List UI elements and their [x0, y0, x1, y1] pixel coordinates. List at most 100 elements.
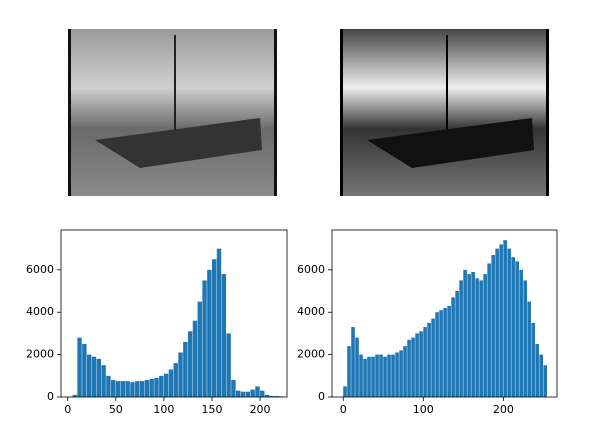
bar — [439, 310, 443, 397]
bar — [531, 322, 535, 397]
bar — [535, 344, 539, 397]
bar — [343, 386, 347, 397]
bar — [245, 391, 251, 397]
bar — [483, 274, 487, 397]
bar — [197, 301, 202, 397]
bar — [250, 389, 255, 397]
bar — [130, 382, 135, 397]
bar — [503, 240, 507, 397]
bar — [231, 380, 236, 397]
bar — [427, 322, 431, 397]
bar — [383, 356, 387, 397]
bar — [411, 337, 415, 397]
bar — [221, 274, 227, 397]
y-tick-label: 6000 — [26, 263, 54, 276]
bar — [192, 320, 198, 397]
bar — [269, 395, 275, 397]
bar — [139, 381, 145, 397]
bar — [419, 331, 423, 397]
bar — [491, 255, 495, 397]
bar — [523, 280, 527, 397]
bar — [347, 346, 351, 397]
bar — [202, 280, 207, 397]
bar — [86, 354, 92, 397]
x-tick-label: 50 — [109, 403, 123, 416]
bar — [216, 248, 222, 397]
bar — [207, 269, 212, 397]
bar — [240, 391, 246, 397]
bar — [82, 344, 87, 397]
bar — [135, 381, 140, 397]
bar — [543, 365, 547, 397]
bar — [149, 378, 154, 397]
y-tick-label: 0 — [318, 390, 325, 403]
bar — [455, 291, 459, 397]
bar — [487, 263, 491, 397]
bar — [407, 339, 411, 397]
bar — [72, 394, 77, 397]
bar — [463, 269, 467, 397]
bar — [443, 307, 447, 397]
x-tick-label: 200 — [493, 403, 514, 416]
bar — [111, 380, 116, 397]
bar — [154, 377, 159, 397]
bar — [527, 301, 531, 397]
bar — [371, 356, 375, 397]
x-tick-label: 150 — [201, 403, 222, 416]
x-tick-label: 100 — [413, 403, 434, 416]
bar — [77, 337, 82, 397]
y-tick-label: 0 — [47, 390, 54, 403]
bar — [96, 358, 101, 397]
bar — [226, 333, 231, 397]
bar — [159, 375, 164, 397]
bar — [415, 333, 419, 397]
bar — [403, 346, 407, 397]
axes-frame — [331, 229, 558, 398]
bar — [163, 373, 169, 397]
bar — [399, 350, 403, 397]
bar — [479, 280, 483, 397]
bar — [387, 354, 391, 397]
x-tick-label: 100 — [153, 403, 174, 416]
y-tick-label: 6000 — [297, 263, 325, 276]
bar — [447, 305, 451, 397]
y-tick-label: 2000 — [297, 348, 325, 361]
y-tick-label: 4000 — [297, 305, 325, 318]
bar — [359, 354, 363, 397]
bar — [367, 356, 371, 397]
bar — [173, 363, 178, 397]
bar — [125, 381, 130, 397]
bar — [255, 386, 260, 397]
bar — [459, 280, 463, 397]
axes-frame — [60, 229, 288, 398]
bar — [144, 380, 150, 397]
bar — [264, 394, 270, 397]
bar — [471, 271, 475, 397]
bar — [355, 337, 359, 397]
x-tick-label: 0 — [340, 403, 347, 416]
bar — [120, 381, 126, 397]
bar — [495, 248, 499, 397]
bar — [211, 259, 217, 397]
bar — [101, 365, 106, 397]
bar — [351, 327, 355, 397]
bar — [499, 244, 503, 397]
y-tick-label: 2000 — [26, 348, 54, 361]
bar — [178, 352, 183, 397]
bar — [168, 369, 174, 397]
bar — [519, 269, 523, 397]
bar — [260, 390, 265, 397]
image-original — [68, 29, 277, 196]
bar — [395, 352, 399, 397]
bar — [435, 312, 439, 397]
bar — [467, 274, 471, 397]
bar — [539, 354, 543, 397]
bar — [391, 354, 395, 397]
bar — [423, 327, 427, 397]
bar — [183, 341, 188, 397]
bar — [379, 354, 383, 397]
x-tick-label: 0 — [64, 403, 71, 416]
bar — [431, 318, 435, 397]
bar — [475, 278, 479, 397]
